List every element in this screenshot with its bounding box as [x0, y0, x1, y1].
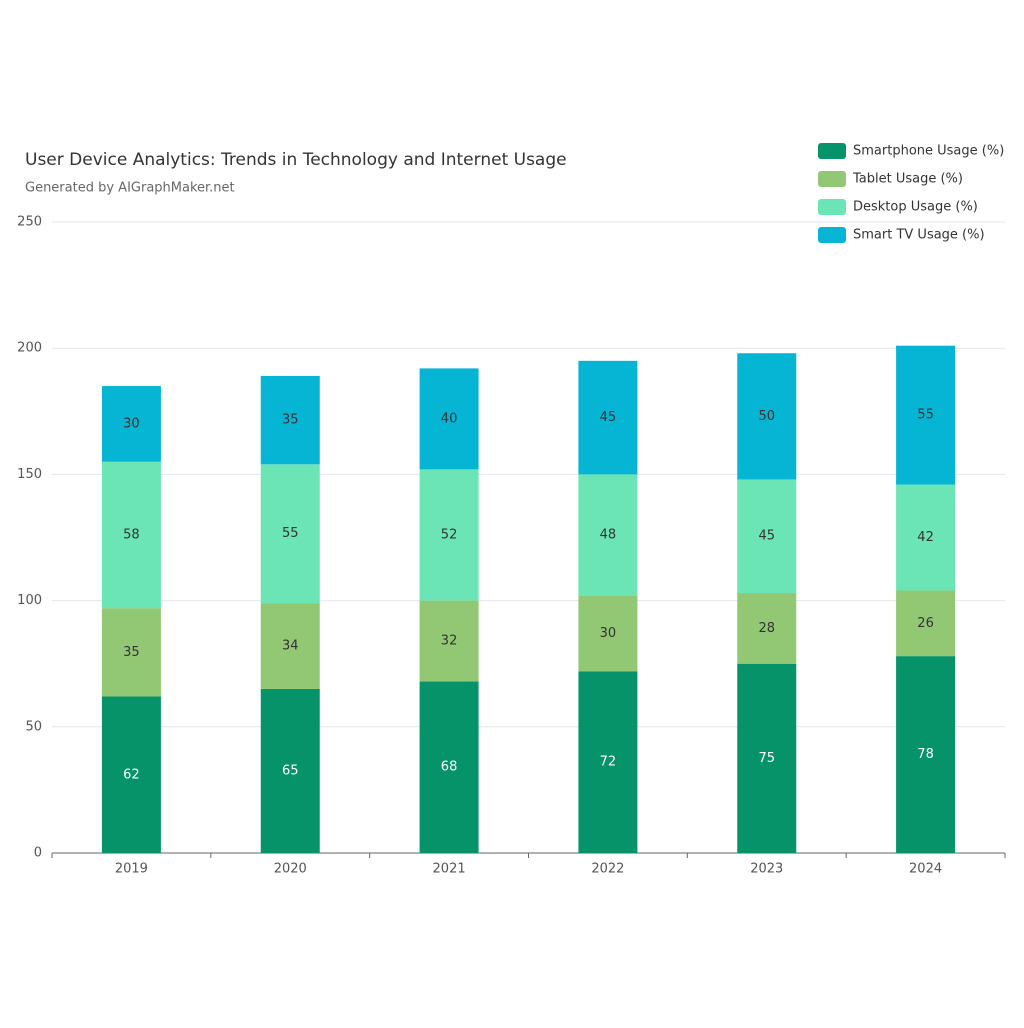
data-label: 50: [758, 409, 775, 424]
bar: [578, 595, 638, 672]
y-tick-label: 100: [17, 593, 42, 608]
y-tick-label: 150: [17, 467, 42, 482]
y-tick-label: 200: [17, 341, 42, 356]
x-tick-label: 2022: [591, 862, 624, 877]
data-label: 40: [441, 411, 458, 426]
bar: [578, 474, 638, 596]
data-label: 48: [600, 527, 617, 542]
y-tick-label: 50: [25, 719, 42, 734]
legend-label: Smart TV Usage (%): [853, 228, 985, 243]
bar: [737, 479, 797, 594]
bar: [896, 345, 956, 485]
data-label: 35: [282, 413, 299, 428]
legend-label: Desktop Usage (%): [853, 200, 978, 215]
legend-swatch: [818, 199, 846, 215]
y-tick-label: 0: [34, 846, 42, 861]
bar: [260, 603, 320, 689]
bar: [101, 386, 161, 462]
bar: [260, 464, 320, 604]
bar: [896, 656, 956, 853]
legend-label: Smartphone Usage (%): [853, 144, 1004, 159]
bar: [578, 360, 638, 475]
data-label: 72: [600, 755, 617, 770]
legend-swatch: [818, 171, 846, 187]
bar: [260, 375, 320, 465]
bar: [101, 608, 161, 697]
y-tick-label: 250: [17, 215, 42, 230]
legend-swatch: [818, 227, 846, 243]
data-label: 30: [600, 626, 617, 641]
bar: [419, 368, 479, 470]
data-label: 78: [917, 747, 934, 762]
bar: [578, 671, 638, 853]
bar: [419, 681, 479, 853]
bar: [737, 353, 797, 480]
data-label: 42: [917, 530, 934, 545]
data-label: 55: [917, 408, 934, 423]
chart-subtitle: Generated by AIGraphMaker.net: [25, 181, 235, 196]
data-label: 35: [123, 645, 140, 660]
chart-title: User Device Analytics: Trends in Technol…: [25, 150, 567, 170]
legend-label: Tablet Usage (%): [852, 172, 963, 187]
x-tick-label: 2020: [274, 862, 307, 877]
data-label: 45: [600, 410, 617, 425]
bar: [419, 469, 479, 601]
bar: [896, 590, 956, 657]
data-label: 58: [123, 527, 140, 542]
data-label: 65: [282, 763, 299, 778]
data-label: 26: [917, 616, 934, 631]
data-label: 34: [282, 639, 299, 654]
data-label: 68: [441, 760, 458, 775]
bar: [260, 688, 320, 853]
data-label: 55: [282, 526, 299, 541]
legend-swatch: [818, 143, 846, 159]
x-tick-label: 2021: [433, 862, 466, 877]
bar: [737, 593, 797, 664]
data-label: 62: [123, 767, 140, 782]
data-label: 30: [123, 416, 140, 431]
x-tick-label: 2024: [909, 862, 942, 877]
x-tick-label: 2019: [115, 862, 148, 877]
data-label: 45: [758, 529, 775, 544]
data-label: 52: [441, 527, 458, 542]
data-label: 32: [441, 633, 458, 648]
bar: [101, 696, 161, 853]
data-label: 28: [758, 621, 775, 636]
bar: [419, 600, 479, 682]
data-label: 75: [758, 751, 775, 766]
bar: [896, 484, 956, 591]
bar: [101, 461, 161, 609]
x-tick-label: 2023: [750, 862, 783, 877]
bar: [737, 663, 797, 853]
